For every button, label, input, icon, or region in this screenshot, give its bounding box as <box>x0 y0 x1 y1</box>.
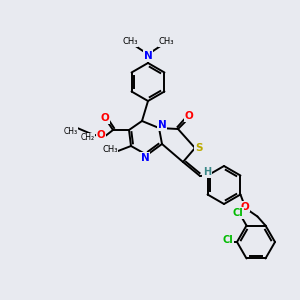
Text: H: H <box>203 167 211 177</box>
Text: N: N <box>144 51 152 61</box>
Text: CH₃: CH₃ <box>64 127 78 136</box>
Text: N: N <box>141 153 149 163</box>
Text: O: O <box>100 113 109 123</box>
Text: S: S <box>195 143 203 153</box>
Text: O: O <box>97 130 105 140</box>
Text: CH₃: CH₃ <box>122 38 138 46</box>
Text: O: O <box>184 111 194 121</box>
Text: Cl: Cl <box>232 208 243 218</box>
Text: CH₂: CH₂ <box>81 134 95 142</box>
Text: CH₃: CH₃ <box>102 145 118 154</box>
Text: CH₃: CH₃ <box>158 38 174 46</box>
Text: O: O <box>240 202 249 212</box>
Text: N: N <box>158 120 166 130</box>
Text: Cl: Cl <box>223 235 233 245</box>
